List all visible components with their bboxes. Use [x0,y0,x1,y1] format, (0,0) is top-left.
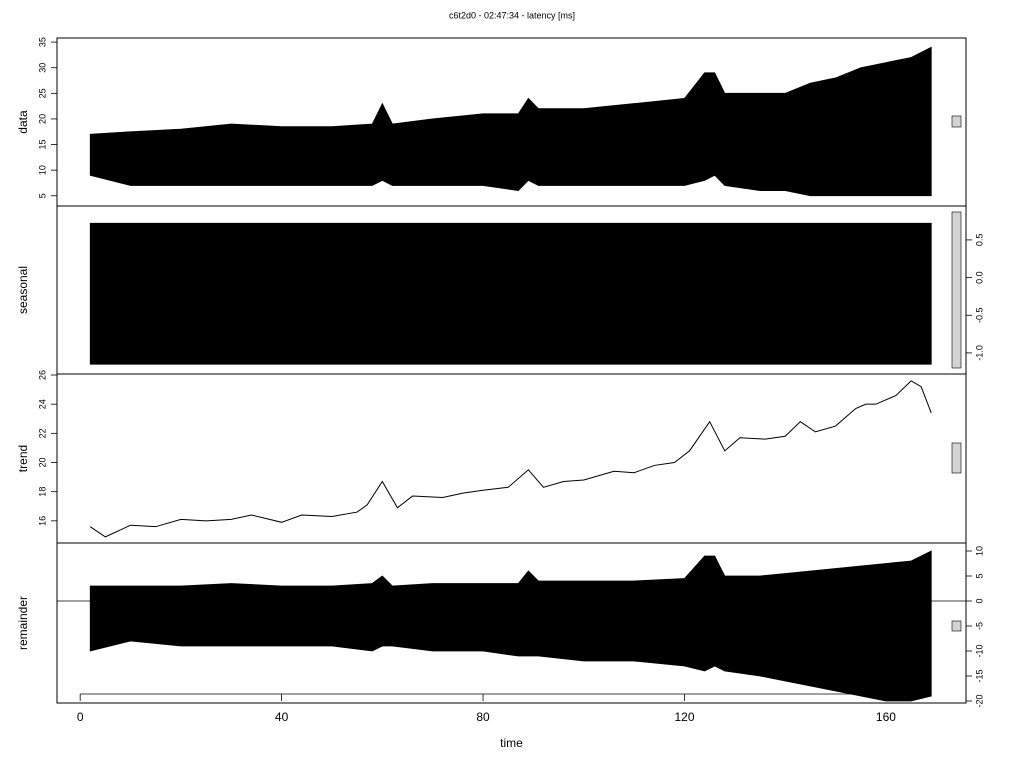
chart-title: c6t2d0 - 02:47:34 - latency [ms] [449,10,575,20]
y-tick-label: 15 [37,140,47,150]
y-tick-label: 24 [37,399,47,409]
y-tick-label: 0.5 [974,234,984,247]
y-tick-label: 26 [37,370,47,380]
x-axis-title: time [500,736,523,750]
y-tick-label: -0.5 [974,307,984,323]
y-tick-label: 25 [37,88,47,98]
x-tick-label: 160 [876,710,896,724]
trend-line [89,380,932,538]
data-band [89,46,932,197]
x-tick-label: 120 [674,710,694,724]
y-axis-title: trend [16,445,30,472]
y-tick-label: 0 [974,598,984,603]
scale-bar [951,211,962,369]
data-band [89,550,932,702]
y-tick-label: 22 [37,428,47,438]
y-tick-label: 5 [974,573,984,578]
y-axis-title: seasonal [16,266,30,314]
x-tick-label: 40 [275,710,289,724]
x-tick-label: 0 [77,710,84,724]
scale-bar [951,620,962,632]
y-axis-title: data [16,110,30,134]
y-tick-label: -15 [974,669,984,682]
y-tick-label: -10 [974,644,984,657]
data-band [89,222,932,365]
y-tick-label: 20 [37,458,47,468]
scale-bar [951,442,962,474]
y-tick-label: 10 [974,546,984,556]
x-tick-label: 80 [476,710,490,724]
y-tick-label: -1.0 [974,345,984,361]
y-tick-label: 18 [37,487,47,497]
y-tick-label: 0.0 [974,271,984,284]
panel-frame [56,542,967,704]
y-tick-label: 30 [37,63,47,73]
y-tick-label: 16 [37,516,47,526]
y-axis-title: remainder [16,596,30,650]
scale-bar [951,115,962,128]
y-tick-label: -5 [974,622,984,630]
y-tick-label: 35 [37,37,47,47]
y-tick-label: -20 [974,694,984,707]
y-tick-label: 5 [37,193,47,198]
y-tick-label: 10 [37,165,47,175]
y-tick-label: 20 [37,114,47,124]
